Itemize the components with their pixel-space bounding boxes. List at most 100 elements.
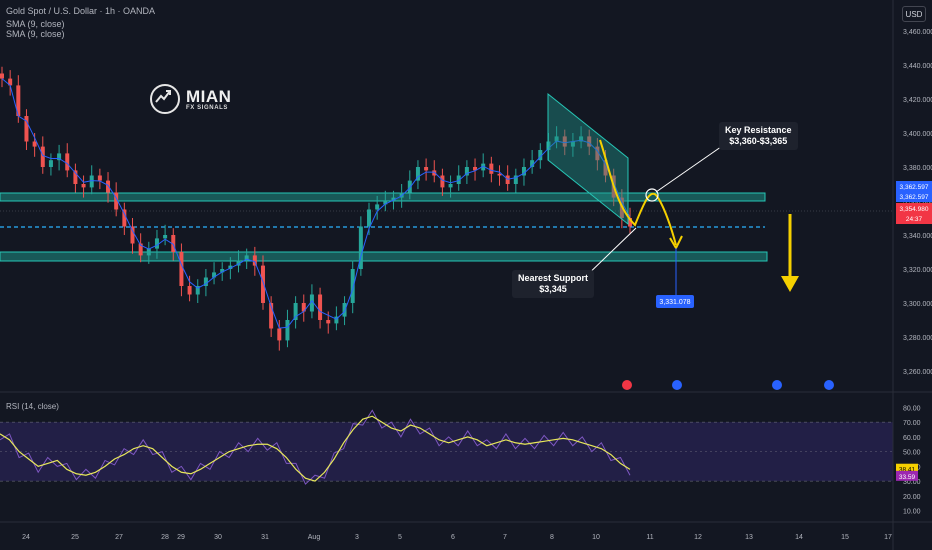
time-tick-label: 24 xyxy=(22,534,30,541)
candle-body xyxy=(163,235,168,239)
candle-body xyxy=(513,175,518,184)
time-tick-label: 6 xyxy=(451,534,455,541)
candle-body xyxy=(464,167,469,176)
resistance-title: Key Resistance xyxy=(725,125,792,135)
candle-body xyxy=(32,141,37,147)
candle-body xyxy=(318,294,323,320)
time-tick-label: 12 xyxy=(694,534,702,541)
price-tick-label: 3,420.000 xyxy=(903,97,932,104)
price-tick-label: 3,340.000 xyxy=(903,233,932,240)
symbol-title: Gold Spot / U.S. Dollar · 1h · OANDA xyxy=(6,6,156,16)
candle-body xyxy=(595,146,600,161)
support-title: Nearest Support xyxy=(518,273,589,283)
candle-body xyxy=(309,294,314,312)
rsi-tick-label: 50.00 xyxy=(903,450,921,457)
rsi-pane xyxy=(0,409,893,485)
sma-indicator-2[interactable]: SMA (9, close) xyxy=(6,29,65,39)
candle-body xyxy=(154,238,159,249)
key-resistance-label: Key Resistance $3,360-$3,365 xyxy=(719,122,798,150)
time-tick-label: 14 xyxy=(795,534,803,541)
price-tick-label: 3,280.000 xyxy=(903,335,932,342)
zones xyxy=(0,192,893,262)
sma-indicator-1[interactable]: SMA (9, close) xyxy=(6,19,65,29)
resistance-zone xyxy=(0,192,766,202)
candle-body xyxy=(212,272,217,278)
falling-channel xyxy=(547,92,629,226)
candle-body xyxy=(481,163,486,171)
time-tick-label: 10 xyxy=(592,534,600,541)
candle-body xyxy=(277,328,282,341)
candle-body xyxy=(358,226,363,269)
candle-body xyxy=(195,286,200,295)
price-tick-label: 3,300.000 xyxy=(903,301,932,308)
candle-body xyxy=(415,167,420,181)
price-label-box xyxy=(896,213,932,224)
sma-line xyxy=(1,78,631,329)
time-tick-label: 29 xyxy=(177,534,185,541)
candle-body xyxy=(489,163,494,174)
price-label-text: 3,362.597 xyxy=(900,194,929,201)
candle-body xyxy=(138,243,143,256)
candle-body xyxy=(81,184,86,188)
resistance-range: $3,360-$3,365 xyxy=(729,136,788,146)
candle-body xyxy=(65,153,70,171)
price-label-text: 24:37 xyxy=(906,216,923,223)
currency-button[interactable]: USD xyxy=(902,6,926,22)
time-tick-label: 15 xyxy=(841,534,849,541)
candle-body xyxy=(57,153,62,161)
candle-body xyxy=(130,226,135,244)
candle-body xyxy=(0,73,4,79)
candle-body xyxy=(73,170,78,184)
rsi-title: RSI (14, close) xyxy=(6,402,59,411)
down-arrow-head xyxy=(781,276,799,292)
rsi-tick-label: 80.00 xyxy=(903,405,921,412)
price-tick-label: 3,360.000 xyxy=(903,199,932,206)
price-tick-label: 3,320.000 xyxy=(903,267,932,274)
candle-body xyxy=(179,252,184,286)
time-tick-label: 13 xyxy=(745,534,753,541)
time-tick-label: 30 xyxy=(214,534,222,541)
candle-body xyxy=(89,175,94,188)
support-zone xyxy=(0,251,768,262)
candle-body xyxy=(424,167,429,171)
logo-name: MIAN xyxy=(186,86,232,106)
time-tick-label: 25 xyxy=(71,534,79,541)
event-marker-icon xyxy=(672,380,682,390)
time-tick-label: Aug xyxy=(308,534,321,541)
rsi-tick-label: 20.00 xyxy=(903,494,921,501)
candle-body xyxy=(367,209,372,227)
nearest-support-label: Nearest Support $3,345 xyxy=(512,270,595,298)
candle-body xyxy=(228,265,233,269)
rsi-tick-label: 30.00 xyxy=(903,479,921,486)
candle-body xyxy=(399,192,404,198)
candle-body xyxy=(350,269,355,303)
rsi-value-box xyxy=(896,470,918,481)
candle-body xyxy=(16,85,21,116)
candle-body xyxy=(97,175,102,181)
rsi-tick-label: 70.00 xyxy=(903,420,921,427)
time-tick-label: 31 xyxy=(261,534,269,541)
price-label-box xyxy=(896,203,932,214)
candle-body xyxy=(432,170,437,176)
price-tick-label: 3,380.000 xyxy=(903,165,932,172)
candle-body xyxy=(260,265,265,303)
candle-body xyxy=(252,255,257,266)
time-tick-label: 28 xyxy=(161,534,169,541)
brand-logo: MIAN FX SIGNALS xyxy=(150,84,231,114)
target-label-text: 3,331.078 xyxy=(659,299,690,306)
candle-body xyxy=(579,136,584,142)
candle-body xyxy=(473,167,478,171)
price-tick-label: 3,400.000 xyxy=(903,131,932,138)
candle-body xyxy=(106,180,111,193)
candle-body xyxy=(587,136,592,147)
candle-body xyxy=(456,175,461,184)
event-marker-icon xyxy=(772,380,782,390)
price-tick-label: 3,260.000 xyxy=(903,369,932,376)
candle-body xyxy=(220,269,225,273)
drawings: 3,331.078 xyxy=(547,92,834,390)
candle-body xyxy=(114,192,119,210)
time-tick-label: 17 xyxy=(884,534,892,541)
candle-body xyxy=(628,218,632,227)
time-tick-label: 5 xyxy=(398,534,402,541)
